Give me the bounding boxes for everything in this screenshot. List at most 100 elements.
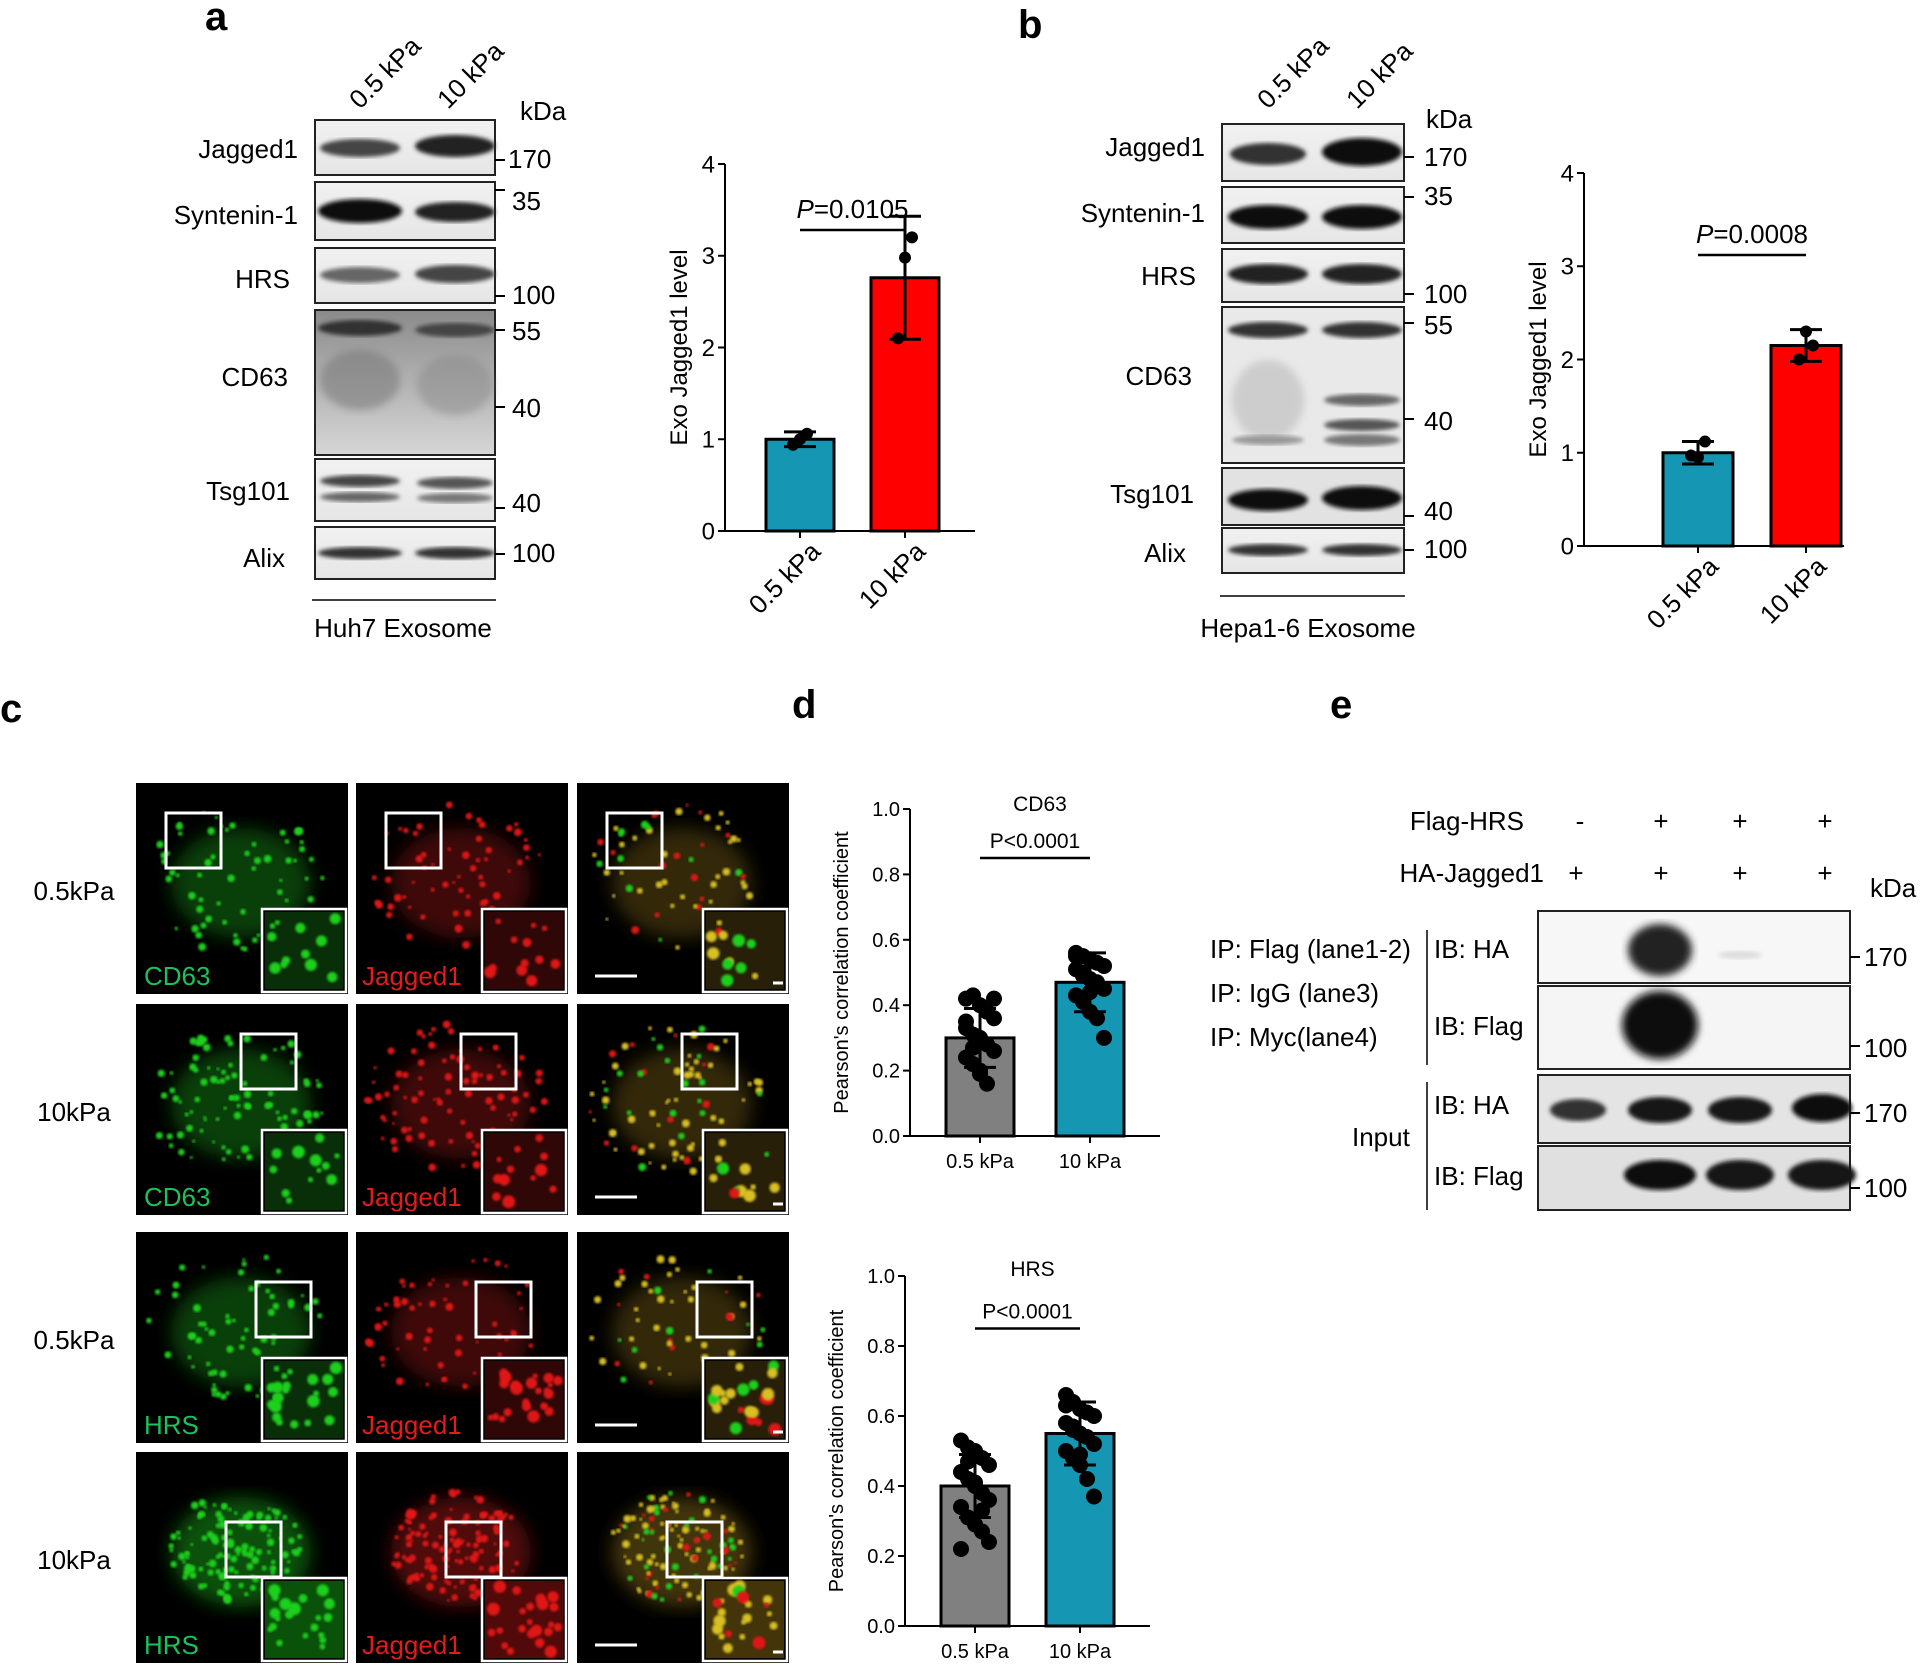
punctum <box>690 873 699 882</box>
y-tick-label: 0.8 <box>867 1336 895 1358</box>
punctum <box>206 1562 210 1566</box>
ip-label: IP: Flag (lane1-2) <box>1210 934 1411 964</box>
punctum <box>444 1579 449 1584</box>
punctum <box>170 1560 177 1568</box>
punctum <box>198 942 207 951</box>
blot-caption: Huh7 Exosome <box>314 613 492 643</box>
punctum <box>675 1509 679 1514</box>
punctum <box>429 1300 436 1308</box>
punctum <box>613 825 619 832</box>
inset-punctum <box>769 1182 780 1193</box>
marker-label: 40 <box>512 488 541 518</box>
punctum <box>215 1568 221 1575</box>
punctum <box>661 1494 668 1502</box>
punctum <box>620 1376 627 1383</box>
ip-label: IP: Myc(lane4) <box>1210 1022 1378 1052</box>
marker-label: 100 <box>1424 279 1467 309</box>
inset-punctum <box>328 1387 339 1397</box>
punctum <box>294 827 302 836</box>
punctum <box>513 822 519 827</box>
punctum <box>675 807 683 816</box>
roi-box <box>459 1032 518 1091</box>
punctum <box>689 1167 697 1175</box>
punctum <box>198 1499 207 1507</box>
blot-band <box>1322 322 1402 338</box>
punctum <box>410 1530 416 1536</box>
punctum <box>438 1534 443 1539</box>
punctum <box>592 852 597 858</box>
punctum <box>702 1062 707 1067</box>
punctum <box>256 1515 262 1520</box>
punctum <box>272 1302 280 1310</box>
punctum <box>656 1044 664 1051</box>
punctum <box>679 894 686 900</box>
punctum <box>673 852 681 860</box>
punctum <box>431 1541 439 1549</box>
punctum <box>390 1137 398 1145</box>
punctum <box>234 1546 242 1554</box>
punctum <box>287 1040 295 1048</box>
inset-punctum <box>326 1599 333 1605</box>
punctum <box>406 1578 413 1585</box>
punctum <box>675 1267 680 1272</box>
punctum <box>409 1305 415 1311</box>
punctum <box>200 922 207 929</box>
punctum <box>654 1562 659 1567</box>
data-point <box>965 1039 981 1056</box>
punctum <box>227 874 235 883</box>
blot-band <box>1228 264 1308 284</box>
punctum <box>437 1362 444 1369</box>
punctum <box>589 1335 595 1341</box>
punctum <box>246 1562 254 1571</box>
punctum <box>419 1573 425 1578</box>
punctum <box>720 1514 726 1520</box>
micrograph: HRS <box>136 1452 348 1663</box>
punctum <box>236 1155 241 1159</box>
punctum <box>195 931 203 939</box>
punctum <box>613 1147 618 1152</box>
punctum <box>653 1324 660 1332</box>
x-tick-label: 0.5 kPa <box>946 1151 1015 1173</box>
punctum <box>244 850 250 857</box>
punctum <box>452 880 456 884</box>
channel-label: CD63 <box>144 1182 210 1212</box>
punctum <box>462 1280 469 1287</box>
x-tick-label: 0.5 kPa <box>1641 551 1725 635</box>
punctum <box>292 858 297 863</box>
punctum <box>282 1514 288 1520</box>
punctum <box>424 1557 432 1565</box>
chart-title: CD63 <box>1013 793 1067 816</box>
punctum <box>663 1507 669 1513</box>
punctum <box>460 1119 466 1125</box>
punctum <box>698 1025 706 1033</box>
punctum <box>474 1588 482 1597</box>
inset-punctum <box>522 938 532 948</box>
punctum <box>472 1371 477 1375</box>
inset-punctum <box>292 1145 305 1159</box>
panel-b-blot: 0.5 kPa 10 kPa kDa Jagged1 170 Syntenin-… <box>1081 30 1473 643</box>
inset-punctum <box>543 1388 554 1399</box>
punctum <box>281 1551 289 1559</box>
punctum <box>623 1514 632 1523</box>
punctum <box>174 926 179 931</box>
punctum <box>446 1598 450 1602</box>
blot-row-label: Syntenin-1 <box>174 200 298 230</box>
punctum <box>202 1583 208 1589</box>
punctum <box>248 1285 255 1292</box>
blot-band <box>1792 1094 1852 1122</box>
punctum <box>394 1553 400 1559</box>
punctum <box>469 1555 474 1560</box>
blot-band <box>1322 486 1402 510</box>
punctum <box>271 1508 277 1513</box>
punctum <box>171 1291 179 1299</box>
roi-box <box>474 1280 533 1339</box>
punctum <box>234 1570 239 1575</box>
inset-punctum <box>313 1390 320 1397</box>
punctum <box>517 1291 522 1296</box>
inset-punctum <box>721 974 734 987</box>
punctum <box>632 835 638 841</box>
data-point <box>1065 1422 1081 1438</box>
punctum <box>387 903 395 911</box>
inset-punctum <box>271 1148 282 1159</box>
